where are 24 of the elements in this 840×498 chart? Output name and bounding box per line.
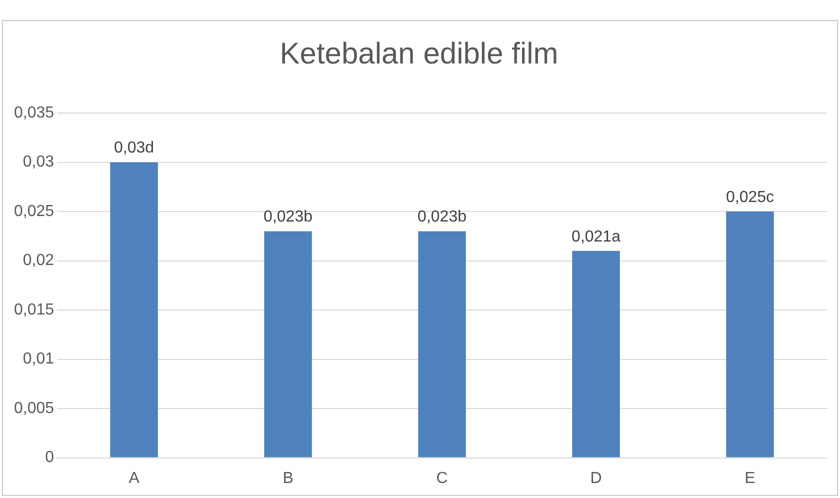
x-tick-label: C xyxy=(436,470,448,487)
data-label: 0,025c xyxy=(726,188,774,206)
y-tick-label: 0,005 xyxy=(14,400,54,417)
x-tick-label: D xyxy=(590,470,602,487)
y-tick-label: 0,02 xyxy=(22,252,54,270)
y-tick-label: 0,03 xyxy=(22,154,54,171)
y-tick-label: 0,01 xyxy=(22,350,54,368)
y-tick-label: 0,035 xyxy=(14,104,54,122)
bar xyxy=(572,250,620,458)
data-label: 0,023b xyxy=(418,208,467,226)
chart-title: Ketebalan edible film xyxy=(280,37,558,70)
bar xyxy=(726,212,774,458)
bar xyxy=(418,231,466,458)
y-tick-label: 0 xyxy=(45,449,54,466)
x-tick-label: E xyxy=(744,470,756,487)
y-tick-label: 0,025 xyxy=(14,202,54,220)
x-tick-label: A xyxy=(128,470,140,487)
x-tick-label: B xyxy=(282,470,294,487)
bar xyxy=(264,231,312,458)
data-label: 0,021a xyxy=(572,228,621,246)
y-tick-label: 0,015 xyxy=(14,301,54,318)
data-label: 0,023b xyxy=(264,208,313,226)
data-label: 0,03d xyxy=(114,140,154,157)
bar xyxy=(110,162,158,458)
